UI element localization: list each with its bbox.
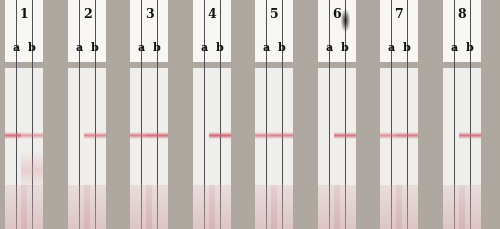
Text: a: a — [450, 42, 458, 53]
Text: a: a — [388, 42, 394, 53]
Text: a: a — [138, 42, 144, 53]
Text: b: b — [341, 42, 349, 53]
Text: a: a — [12, 42, 20, 53]
Text: b: b — [153, 42, 161, 53]
Text: b: b — [216, 42, 224, 53]
Text: 3: 3 — [144, 8, 154, 21]
Text: b: b — [28, 42, 36, 53]
Text: 1: 1 — [20, 8, 28, 21]
Text: a: a — [326, 42, 332, 53]
Text: a: a — [200, 42, 207, 53]
Text: b: b — [403, 42, 411, 53]
Text: 2: 2 — [82, 8, 92, 21]
Text: 8: 8 — [458, 8, 466, 21]
Text: 6: 6 — [332, 8, 342, 21]
Text: a: a — [262, 42, 270, 53]
Text: b: b — [278, 42, 286, 53]
Text: 4: 4 — [208, 8, 216, 21]
Text: a: a — [76, 42, 82, 53]
Text: b: b — [466, 42, 474, 53]
Text: 5: 5 — [270, 8, 278, 21]
Text: 7: 7 — [394, 8, 404, 21]
Text: b: b — [91, 42, 99, 53]
